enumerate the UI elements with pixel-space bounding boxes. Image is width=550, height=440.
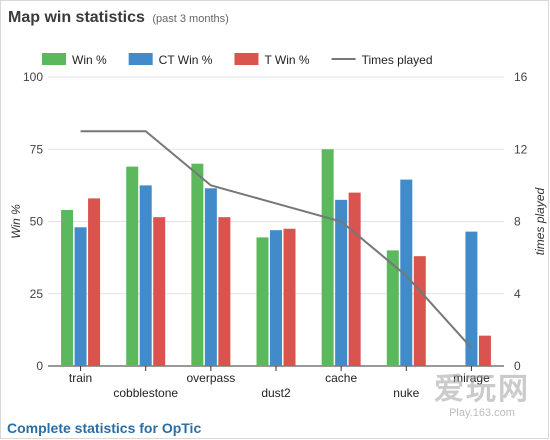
y2-tick-label: 16 [514, 70, 528, 84]
bar [321, 149, 334, 366]
legend-label: Win % [72, 53, 107, 67]
bar [283, 228, 296, 366]
y2-axis-title: times played [533, 187, 547, 255]
y-tick-label: 100 [23, 70, 43, 84]
legend-swatch [234, 53, 259, 65]
legend-label: Times played [362, 53, 433, 67]
bar [139, 185, 152, 366]
x-tick-label: overpass [187, 371, 236, 385]
bar [386, 250, 399, 366]
bar [74, 227, 87, 366]
bar [126, 166, 139, 366]
bar [465, 231, 478, 366]
y-tick-label: 25 [30, 287, 44, 301]
bar [256, 237, 269, 366]
legend-swatch [128, 53, 153, 65]
complete-statistics-link[interactable]: Complete statistics for OpTic [7, 420, 202, 436]
bar [204, 188, 217, 366]
bar [88, 198, 101, 366]
bar [348, 192, 361, 366]
bar [413, 256, 426, 366]
bar [153, 217, 166, 366]
map-stats-chart: 0 25 50 75 100 0 4 8 12 16 Win % times played train c… [9, 53, 547, 400]
bar [218, 217, 231, 366]
watermark-logo-text: 爱玩网 [434, 373, 530, 406]
y-axis-title: Win % [9, 204, 23, 239]
site-watermark: 爱玩网 Play.163.com [422, 373, 542, 429]
y-tick-label: 50 [30, 215, 44, 229]
watermark-url: Play.163.com [449, 407, 515, 419]
legend-label: CT Win % [159, 53, 213, 67]
x-tick-label: cache [325, 371, 357, 385]
legend-swatch [42, 53, 66, 65]
times-played-line [80, 130, 473, 349]
y2-tick-label: 4 [514, 287, 521, 301]
card-header: Map win statistics (past 3 months) [8, 9, 229, 27]
bar [270, 230, 282, 366]
bar [478, 335, 491, 366]
x-tick-label: dust2 [261, 386, 291, 400]
chart-title: Map win statistics [8, 9, 145, 26]
bar [61, 209, 74, 366]
x-tick-label: nuke [393, 386, 419, 400]
x-tick-label: cobblestone [113, 386, 178, 400]
bar [400, 179, 413, 366]
legend-label: T Win % [264, 53, 309, 67]
bar [191, 163, 204, 366]
bar [335, 199, 348, 366]
chart-subtitle: (past 3 months) [152, 13, 229, 25]
x-tick-label: mirage [453, 371, 490, 385]
y-tick-label: 75 [30, 142, 44, 156]
y2-tick-label: 8 [514, 215, 521, 229]
x-tick-label: train [69, 371, 92, 385]
y2-tick-label: 0 [514, 359, 521, 373]
y2-tick-label: 12 [514, 142, 528, 156]
y-tick-label: 0 [36, 359, 43, 373]
